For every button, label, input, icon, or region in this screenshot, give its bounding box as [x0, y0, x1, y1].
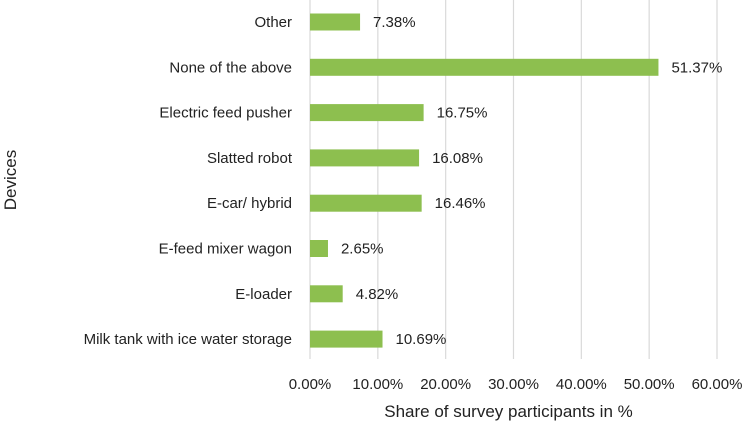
data-label: 16.46% — [435, 195, 486, 212]
data-label: 10.69% — [396, 331, 447, 348]
y-axis-title: Devices — [1, 150, 20, 210]
x-tick-label: 10.00% — [352, 376, 403, 393]
category-label: Other — [254, 14, 292, 31]
bar — [310, 240, 328, 257]
gridlines — [309, 0, 718, 359]
data-label: 16.75% — [437, 105, 488, 122]
bar — [310, 13, 361, 31]
data-label: 4.82% — [356, 286, 399, 303]
data-labels: 7.38% 51.37% 16.75% 16.08% 16.46% 2.65% 4.82% 1… — [341, 14, 722, 348]
data-label: 2.65% — [341, 241, 384, 258]
data-label: 51.37% — [671, 59, 722, 76]
bar — [310, 194, 422, 212]
category-label: E-feed mixer wagon — [159, 241, 292, 258]
category-label: Electric feed pusher — [159, 105, 292, 122]
data-label: 16.08% — [432, 150, 483, 167]
bar — [310, 330, 383, 348]
bars — [310, 13, 659, 348]
category-label: E-loader — [235, 286, 292, 303]
category-label: None of the above — [169, 59, 292, 76]
x-tick-label: 50.00% — [624, 376, 675, 393]
bar — [310, 58, 659, 76]
x-tick-label: 0.00% — [289, 376, 332, 393]
bar — [310, 149, 420, 167]
category-label: Milk tank with ice water storage — [84, 331, 292, 348]
category-label: Slatted robot — [207, 150, 293, 167]
bar — [310, 104, 424, 122]
x-tick-label: 60.00% — [692, 376, 743, 393]
bar — [310, 285, 343, 303]
x-tick-label: 30.00% — [488, 376, 539, 393]
x-tick-label: 20.00% — [420, 376, 471, 393]
data-label: 7.38% — [373, 14, 416, 31]
x-axis-title: Share of survey participants in % — [384, 402, 633, 421]
x-tick-labels: 0.00% 10.00% 20.00% 30.00% 40.00% 50.00% 60.00… — [289, 376, 743, 393]
category-label: E-car/ hybrid — [207, 195, 292, 212]
x-tick-label: 40.00% — [556, 376, 607, 393]
category-labels: Other None of the above Electric feed push… — [84, 14, 293, 348]
